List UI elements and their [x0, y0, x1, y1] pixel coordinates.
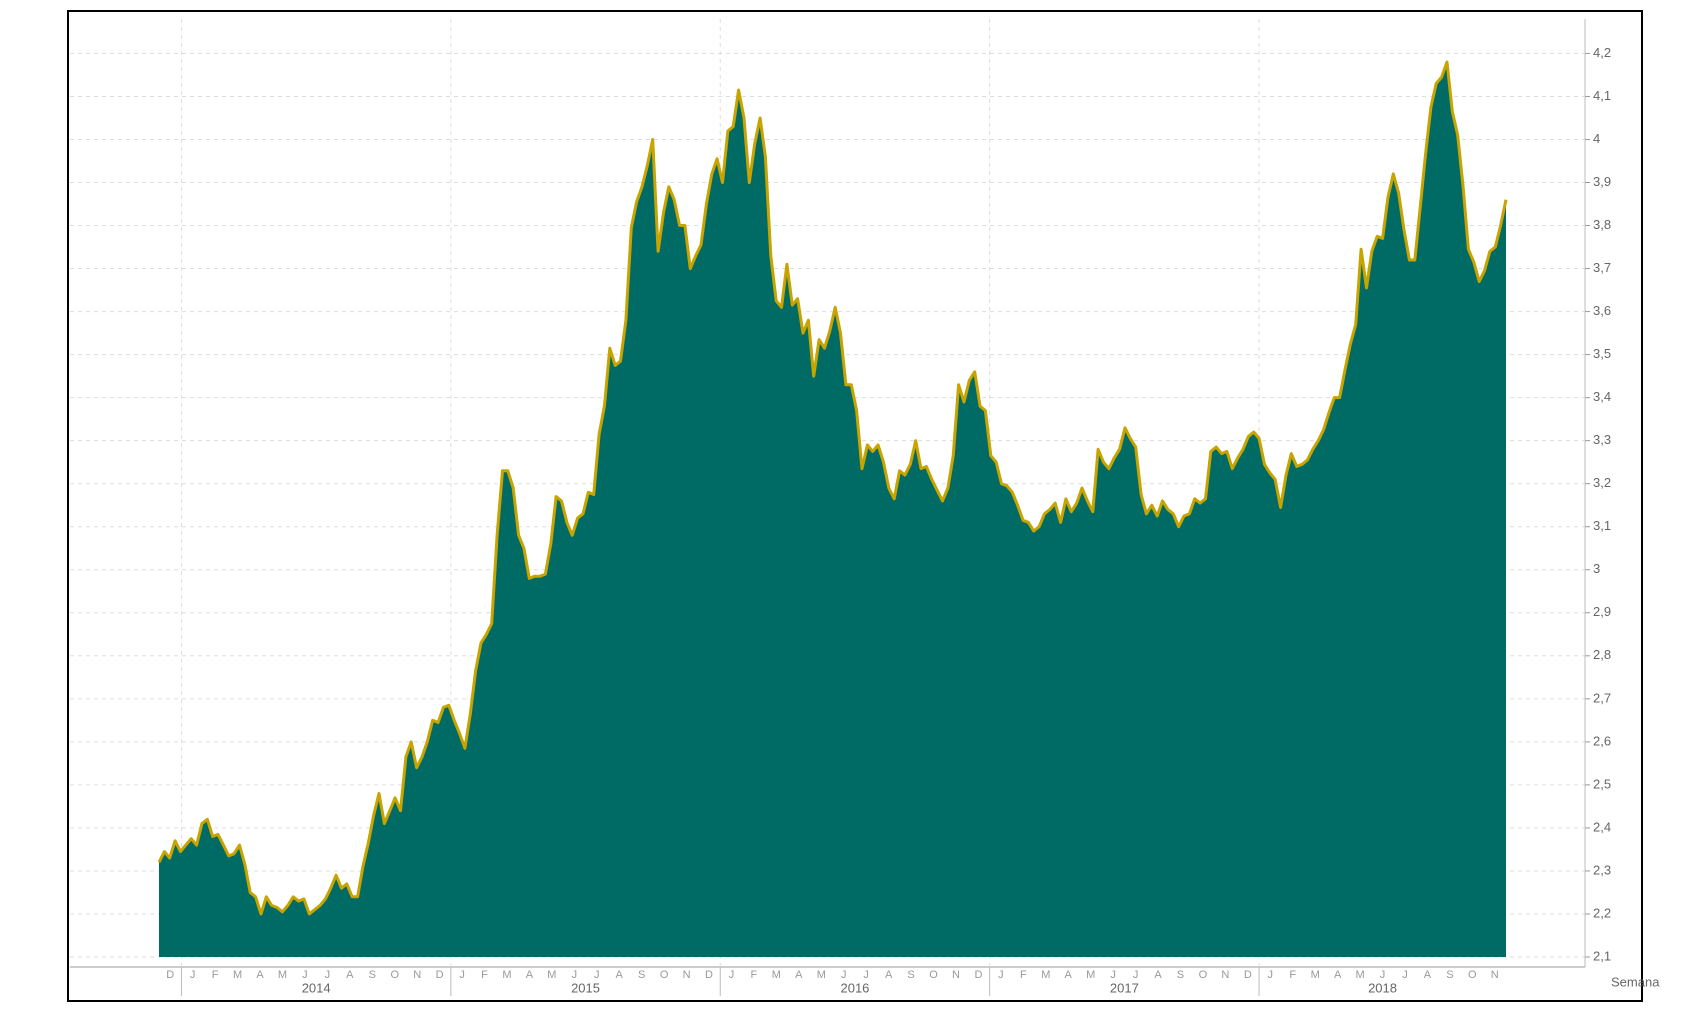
x-month-label: S	[1177, 969, 1184, 981]
x-month-label: N	[952, 969, 960, 981]
x-month-label: A	[1065, 969, 1073, 981]
y-tick-label: 2,8	[1593, 647, 1611, 662]
area	[159, 62, 1506, 957]
x-month-label: M	[1311, 969, 1320, 981]
frame	[67, 10, 1643, 1002]
y-tick-label: 3,8	[1593, 217, 1611, 232]
x-month-label: O	[929, 969, 938, 981]
x-month-label: D	[436, 969, 444, 981]
x-month-label: N	[413, 969, 421, 981]
x-month-label: M	[1355, 969, 1364, 981]
x-month-label: S	[1446, 969, 1453, 981]
x-month-label: A	[1424, 969, 1432, 981]
x-month-label: A	[526, 969, 534, 981]
y-tick-label: 3,4	[1593, 389, 1611, 404]
x-month-label: D	[1244, 969, 1252, 981]
x-month-label: M	[817, 969, 826, 981]
x-month-label: A	[616, 969, 624, 981]
x-month-label: M	[233, 969, 242, 981]
x-month-label: M	[772, 969, 781, 981]
x-month-label: J	[729, 969, 735, 981]
x-month-label: N	[683, 969, 691, 981]
x-year-label: 2018	[1368, 980, 1397, 995]
y-tick-label: 3,7	[1593, 260, 1611, 275]
y-tick-label: 2,2	[1593, 905, 1611, 920]
x-month-label: O	[1468, 969, 1477, 981]
x-month-label: J	[863, 969, 869, 981]
y-tick-label: 3,6	[1593, 303, 1611, 318]
x-month-label: M	[1041, 969, 1050, 981]
area-line	[157, 60, 1508, 916]
x-month-label: J	[1110, 969, 1116, 981]
x-month-label: F	[481, 969, 488, 981]
x-year-label: 2016	[840, 980, 869, 995]
x-month-label: M	[502, 969, 511, 981]
x-month-label: A	[1154, 969, 1162, 981]
x-year-label: 2014	[302, 980, 331, 995]
x-month-label: A	[885, 969, 893, 981]
x-month-label: J	[1133, 969, 1139, 981]
x-month-label: O	[1199, 969, 1208, 981]
x-month-label: J	[302, 969, 308, 981]
y-tick-label: 2,7	[1593, 690, 1611, 705]
x-month-label: D	[166, 969, 174, 981]
x-month-label: M	[547, 969, 556, 981]
x-month-label: J	[1380, 969, 1386, 981]
y-tick-label: 3	[1593, 561, 1600, 576]
x-month-label: J	[459, 969, 465, 981]
y-tick-label: 4,2	[1593, 45, 1611, 60]
y-tick-label: 3,9	[1593, 174, 1611, 189]
x-month-label: D	[705, 969, 713, 981]
x-month-label: F	[751, 969, 758, 981]
y-tick-label: 2,3	[1593, 862, 1611, 877]
x-month-label: S	[369, 969, 376, 981]
x-month-label: A	[1334, 969, 1342, 981]
x-year-label: 2017	[1110, 980, 1139, 995]
y-tick-label: 4,1	[1593, 88, 1611, 103]
x-month-label: O	[660, 969, 669, 981]
x-month-label: F	[212, 969, 219, 981]
y-tick-label: 4	[1593, 131, 1600, 146]
y-tick-label: 2,1	[1593, 948, 1611, 963]
x-month-label: J	[998, 969, 1004, 981]
x-month-label: J	[594, 969, 600, 981]
x-month-label: D	[974, 969, 982, 981]
x-month-label: M	[1086, 969, 1095, 981]
x-month-label: J	[841, 969, 847, 981]
x-month-label: S	[907, 969, 914, 981]
x-month-label: N	[1221, 969, 1229, 981]
x-month-label: F	[1289, 969, 1296, 981]
y-tick-label: 2,4	[1593, 819, 1611, 834]
y-tick-label: 3,3	[1593, 432, 1611, 447]
x-month-label: A	[795, 969, 803, 981]
y-tick-label: 3,1	[1593, 518, 1611, 533]
y-tick-label: 3,2	[1593, 475, 1611, 490]
y-tick-label: 2,9	[1593, 604, 1611, 619]
x-month-label: S	[638, 969, 645, 981]
x-month-label: J	[325, 969, 331, 981]
x-axis-title: Semana	[1611, 974, 1660, 989]
x-month-label: J	[1402, 969, 1408, 981]
x-month-label: M	[278, 969, 287, 981]
y-tick-label: 2,5	[1593, 776, 1611, 791]
x-month-label: J	[1268, 969, 1274, 981]
x-month-label: F	[1020, 969, 1027, 981]
x-month-label: N	[1491, 969, 1499, 981]
y-tick-label: 2,6	[1593, 733, 1611, 748]
x-month-label: A	[346, 969, 354, 981]
y-tick-label: 3,5	[1593, 346, 1611, 361]
x-month-label: J	[572, 969, 578, 981]
x-month-label: A	[256, 969, 264, 981]
x-year-label: 2015	[571, 980, 600, 995]
x-month-label: O	[390, 969, 399, 981]
x-month-label: J	[190, 969, 196, 981]
